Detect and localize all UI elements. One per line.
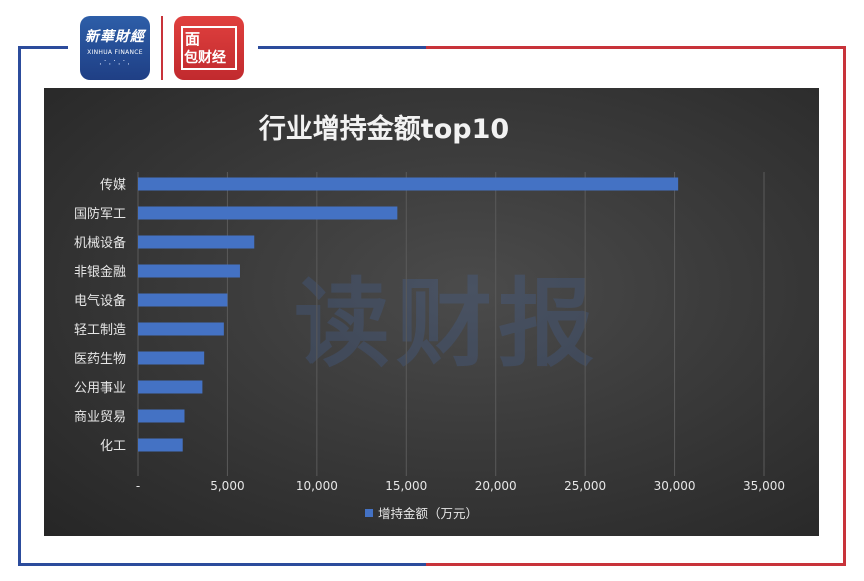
x-tick-label: 35,000 <box>743 479 785 493</box>
bar-chart: 行业增持金额top10 传媒国防军工机械设备非银金融电气设备轻工制造医药生物公用… <box>74 113 785 521</box>
legend-swatch <box>365 509 373 517</box>
x-tick-label: 10,000 <box>296 479 338 493</box>
bar <box>138 351 205 365</box>
category-label: 轻工制造 <box>74 323 126 338</box>
bar <box>138 322 224 336</box>
frame-right-border <box>426 46 846 566</box>
legend: 增持金额（万元） <box>365 506 478 521</box>
category-label: 机械设备 <box>74 235 126 251</box>
category-label: 公用事业 <box>74 381 126 396</box>
x-tick-label: 30,000 <box>654 479 696 493</box>
x-tick-label: - <box>136 479 140 493</box>
bar <box>138 438 183 452</box>
xinhua-finance-logo: 新華財經 XINHUA FINANCE ·˙·˙·˙· <box>80 16 150 80</box>
bar <box>138 206 398 220</box>
mianbao-logo-line1: 面 <box>185 30 201 48</box>
xinhua-logo-dots-icon: ·˙·˙·˙· <box>99 60 131 70</box>
mianbao-logo-box <box>181 26 237 70</box>
bar <box>138 293 228 307</box>
xinhua-logo-en-text: XINHUA FINANCE <box>87 49 143 56</box>
bar <box>138 235 255 249</box>
bar <box>138 409 185 423</box>
category-label: 医药生物 <box>74 352 126 367</box>
logo-separator <box>161 16 163 80</box>
mianbao-logo-line2: 包财经 <box>184 50 226 66</box>
watermark: 读财报 <box>294 268 600 380</box>
xinhua-logo-cn-text: 新華財經 <box>85 29 145 45</box>
bars <box>138 177 679 452</box>
category-label: 商业贸易 <box>74 410 126 425</box>
x-tick-labels: - 5,000 10,000 15,000 20,000 25,000 30,000 35,0… <box>136 479 785 493</box>
mianbao-finance-logo: 面 包财经 <box>174 16 244 80</box>
bar <box>138 264 240 278</box>
x-tick-label: 15,000 <box>385 479 427 493</box>
category-label: 化工 <box>100 439 126 454</box>
category-label: 传媒 <box>100 178 126 193</box>
bar <box>138 177 679 191</box>
legend-label: 增持金额（万元） <box>378 506 478 521</box>
chart-panel: 读财报 行业增持金额top10 传媒国防军工机械设备非银金融电气设备轻工制造医药… <box>44 88 819 536</box>
x-tick-label: 20,000 <box>475 479 517 493</box>
x-tick-label: 25,000 <box>564 479 606 493</box>
x-tick-label: 5,000 <box>210 479 244 493</box>
category-label: 国防军工 <box>74 206 126 222</box>
category-label: 非银金融 <box>74 264 126 280</box>
bar <box>138 380 203 394</box>
category-label: 电气设备 <box>74 293 126 309</box>
chart-title: 行业增持金额top10 <box>258 113 509 145</box>
